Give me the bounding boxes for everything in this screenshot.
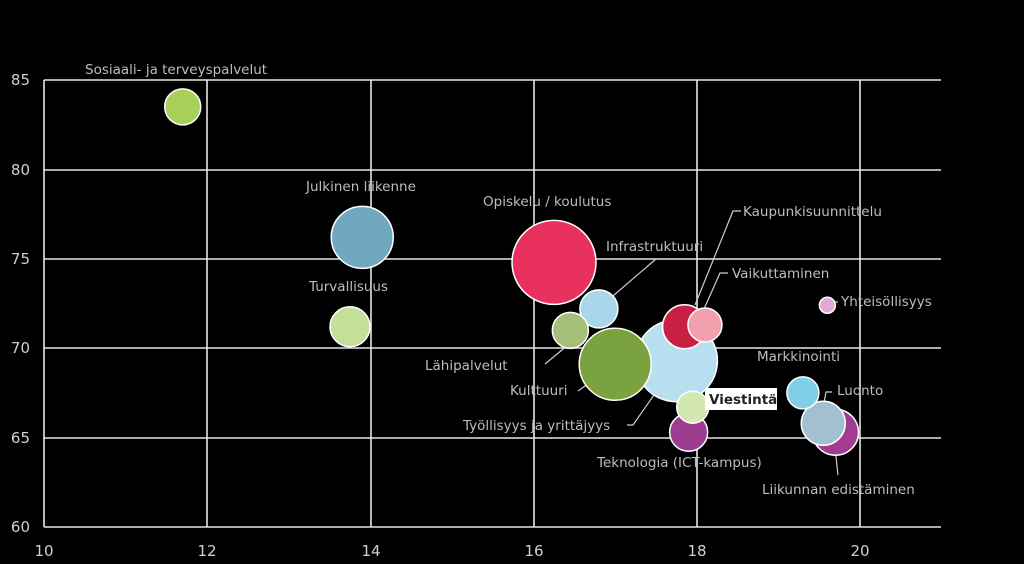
bubble-lähipalvelut <box>551 311 590 350</box>
bubble-label-liikunnan-edistaminen: Liikunnan edistäminen <box>762 482 915 498</box>
y-tick-label: 70 <box>11 339 30 357</box>
bubble-label-viestinta: Viestintä <box>709 392 777 408</box>
bubble-label-kaupunkisuunnittelu: Kaupunkisuunnittelu <box>743 204 882 220</box>
bubble-labels: Sosiaali- ja terveyspalvelut Julkinen li… <box>85 62 932 498</box>
bubble-vaikuttaminen <box>687 307 723 343</box>
bubble-label-kulttuuri: Kulttuuri <box>510 383 568 399</box>
leader-line <box>599 258 664 308</box>
bubble-label-tyollisyys-ja-yrittajyys: Työllisyys ja yrittäjyys <box>462 418 610 434</box>
bubble-label-turvallisuus: Turvallisuus <box>308 279 388 295</box>
bubble-viestintä <box>675 390 710 424</box>
bubble-yhteisöllisyys <box>818 296 837 315</box>
bubble-label-opiskelu-koulutus: Opiskelu / koulutus <box>483 194 611 210</box>
x-tick-label: 14 <box>361 542 380 560</box>
leader-line <box>544 344 569 365</box>
leader-line <box>694 210 741 306</box>
bubble-label-julkinen-liikenne: Julkinen liikenne <box>305 179 416 195</box>
bubble-label-markkinointi: Markkinointi <box>757 349 840 365</box>
y-tick-labels: 85 80 75 70 65 60 <box>11 71 30 536</box>
y-tick-label: 60 <box>11 518 30 536</box>
bubble-sosiaali-ja-terveyspalvelut <box>163 88 202 126</box>
bubble-turvallisuus <box>329 305 371 348</box>
y-tick-label: 80 <box>11 161 30 179</box>
x-tick-label: 10 <box>34 542 53 560</box>
bubble-kulttuuri <box>578 327 652 402</box>
bubble-opiskelu-koulutus <box>511 219 597 306</box>
bubbles <box>163 88 860 456</box>
x-tick-label: 18 <box>687 542 706 560</box>
y-tick-label: 75 <box>11 250 30 268</box>
viestinta-label-box <box>705 388 777 410</box>
bubble-label-infrastruktuuri: Infrastruktuuri <box>606 239 703 255</box>
bubble-julkinen-liikenne <box>330 205 394 270</box>
grid <box>43 79 941 528</box>
bubble-label-teknologia-ict-kampus: Teknologia (ICT-kampus) <box>596 455 762 471</box>
leader-line <box>699 272 728 319</box>
x-tick-label: 12 <box>197 542 216 560</box>
y-tick-label: 85 <box>11 71 30 89</box>
bubble-markkinointi <box>786 376 820 410</box>
bubble-luonto <box>800 400 847 447</box>
x-tick-label: 16 <box>524 542 543 560</box>
x-tick-label: 20 <box>850 542 869 560</box>
bubble-label-lahipalvelut: Lähipalvelut <box>425 358 508 374</box>
y-tick-label: 65 <box>11 429 30 447</box>
bubble-infrastruktuuri <box>579 289 619 329</box>
bubble-label-yhteisollisyys: Yhteisöllisyys <box>840 294 932 310</box>
bubble-label-vaikuttaminen: Vaikuttaminen <box>732 266 829 282</box>
bubble-label-sosiaali-ja-terveyspalvelut: Sosiaali- ja terveyspalvelut <box>85 62 267 78</box>
bubble-label-luonto: Luonto <box>837 383 883 399</box>
x-tick-labels: 10 12 14 16 18 20 <box>34 542 869 560</box>
